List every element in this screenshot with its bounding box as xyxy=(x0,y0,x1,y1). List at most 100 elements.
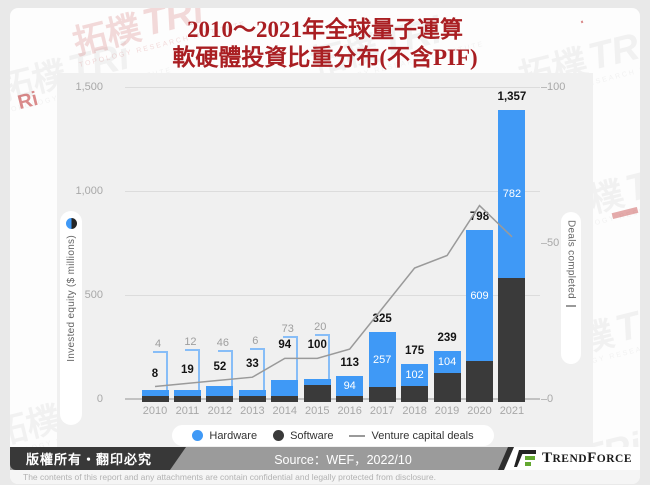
bar-total-label: 8 xyxy=(151,367,159,380)
stacked-bar-legend-icon xyxy=(65,218,77,229)
legend-label-software: Software xyxy=(290,429,334,442)
bar-segment-software xyxy=(303,384,331,402)
x-axis-label: 2017 xyxy=(369,405,395,417)
callout-elbow-horizontal xyxy=(282,336,298,339)
bar-segment-hardware xyxy=(433,350,461,373)
bar-segment-hardware xyxy=(238,390,266,396)
x-axis-label: 2012 xyxy=(207,405,233,417)
bar-total-label: 100 xyxy=(307,339,327,352)
legend-item-hardware: Hardware xyxy=(192,430,257,442)
bar-total-label: 113 xyxy=(340,356,359,369)
trendforce-logo: TRENDFORCE xyxy=(513,450,632,467)
bar-total-label: 33 xyxy=(245,358,259,371)
bar-total-label: 239 xyxy=(437,331,457,344)
x-axis-label: 2021 xyxy=(499,405,525,417)
hardware-value-label: 94 xyxy=(343,379,356,392)
gridline-500 xyxy=(125,295,540,296)
bar-segment-hardware xyxy=(271,380,299,396)
left-axis-tick: 1,500 xyxy=(75,81,103,93)
right-axis-pill: Deals completed xyxy=(561,212,581,364)
hardware-callout-label: 73 xyxy=(281,323,294,336)
bar-segment-software xyxy=(141,396,169,402)
legend: Hardware Software Venture capital deals xyxy=(172,425,494,446)
callout-elbow-vertical xyxy=(263,348,266,390)
watermark-red-bar xyxy=(611,206,639,220)
hardware-callout-label: 4 xyxy=(154,338,162,350)
right-axis-tick: 100 xyxy=(547,81,566,93)
brand-area: TRENDFORCE xyxy=(500,447,640,470)
hardware-value-label: 782 xyxy=(502,188,522,201)
x-axis-label: 2019 xyxy=(434,405,460,417)
callout-elbow-vertical xyxy=(198,349,201,390)
chart-panel: 1,500 1,000 500 0 100 50 0 2010 2011 2012 2013 201… xyxy=(57,73,593,447)
bar-segment-software xyxy=(401,386,429,402)
line-legend-icon xyxy=(566,304,576,307)
x-axis-label: 2020 xyxy=(467,405,492,417)
bar-segment-software xyxy=(206,396,234,402)
bar-total-label: 19 xyxy=(181,364,194,377)
hardware-value-label: 609 xyxy=(470,289,489,302)
hardware-value-label: 104 xyxy=(437,355,457,368)
left-axis-tick: 500 xyxy=(84,289,103,301)
footer-bar: Source：WEF，2022/10 版權所有‧翻印必究 TRENDFORCE xyxy=(10,447,640,470)
callout-elbow-horizontal xyxy=(185,349,201,351)
copyright-label: 版權所有‧翻印必究 xyxy=(10,447,186,470)
disclaimer-bar: The contents of this report and any atta… xyxy=(10,470,640,484)
x-axis-label: 2013 xyxy=(240,405,265,417)
hardware-callout-label: 6 xyxy=(252,335,259,347)
bar-segment-hardware xyxy=(303,378,331,385)
hardware-dot-icon xyxy=(192,430,204,441)
source-label: Source：WEF，2022/10 xyxy=(274,453,412,467)
callout-elbow-vertical xyxy=(328,333,331,379)
right-axis-tick-mark xyxy=(541,399,547,400)
chart-title-line2: 軟硬體投資比重分布(不含PIF) xyxy=(172,45,478,71)
left-axis-tick: 0 xyxy=(96,393,103,405)
bar-total-label: 1,357 xyxy=(497,91,527,104)
callout-elbow-vertical xyxy=(166,351,168,390)
hardware-callout-label: 12 xyxy=(184,336,197,348)
bar-segment-software xyxy=(498,278,526,402)
bar-segment-software xyxy=(466,361,493,402)
legend-label-hardware: Hardware xyxy=(209,429,258,442)
callout-elbow-horizontal xyxy=(153,351,168,353)
gridline-1500 xyxy=(125,87,540,88)
right-axis-tick-mark xyxy=(541,87,547,88)
callout-elbow-horizontal xyxy=(217,350,233,353)
right-axis-tick: 50 xyxy=(547,237,560,249)
hardware-callout-label: 20 xyxy=(314,320,327,333)
chart-title: 2010～2021年全球量子運算 軟硬體投資比重分布(不含PIF) xyxy=(10,16,640,72)
bar-segment-hardware xyxy=(368,332,396,388)
bar-segment-software xyxy=(336,396,364,402)
hardware-callout-label: 46 xyxy=(216,337,230,350)
legend-item-software: Software xyxy=(273,430,333,442)
gridline-1000 xyxy=(125,191,540,192)
callout-elbow-horizontal xyxy=(315,333,331,336)
gridline-0 xyxy=(125,398,540,400)
hardware-value-label: 102 xyxy=(405,369,424,382)
bar-segment-hardware xyxy=(173,390,201,396)
x-axis-label: 2011 xyxy=(175,405,200,417)
bar-segment-hardware xyxy=(206,386,234,396)
bar-segment-hardware xyxy=(466,230,493,362)
venture-deals-line xyxy=(154,204,513,388)
x-axis-label: 2018 xyxy=(402,405,427,417)
x-axis-label: 2014 xyxy=(272,405,298,417)
right-axis-tick-mark xyxy=(541,243,547,244)
bar-segment-hardware xyxy=(401,364,429,387)
x-axis-label: 2010 xyxy=(142,405,168,417)
bar-segment-hardware xyxy=(498,110,526,279)
hardware-value-label: 257 xyxy=(372,353,392,366)
bar-segment-software xyxy=(271,396,299,402)
bar-total-label: 175 xyxy=(405,345,425,358)
callout-elbow-horizontal xyxy=(250,348,266,350)
watermark-red-mark: Ri xyxy=(15,87,41,115)
legend-item-venture-deals: Venture capital deals xyxy=(349,430,474,442)
bar-segment-software xyxy=(433,372,461,402)
bar-total-label: 798 xyxy=(469,211,490,224)
left-axis-pill: Invested equity ($ millions) xyxy=(60,211,82,425)
left-axis-title: Invested equity ($ millions) xyxy=(65,235,77,362)
left-axis-tick: 1,000 xyxy=(75,185,103,197)
x-axis-label: 2015 xyxy=(305,405,330,417)
deals-line-icon xyxy=(349,434,366,437)
